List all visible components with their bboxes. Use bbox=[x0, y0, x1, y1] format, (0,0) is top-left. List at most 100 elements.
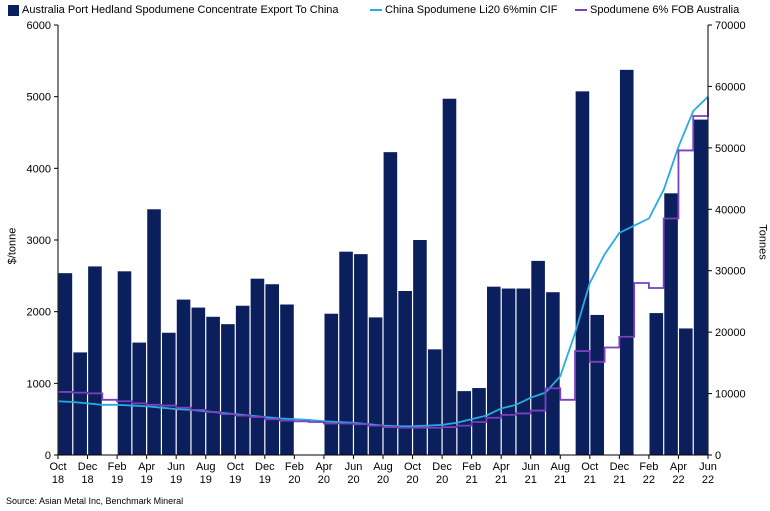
x-tick-label-month: Feb bbox=[462, 461, 481, 473]
x-tick-label-month: Dec bbox=[78, 461, 98, 473]
x-tick-label-year: 19 bbox=[170, 474, 182, 486]
legend-item-cif: China Spodumene Li20 6%min CIF bbox=[370, 4, 557, 16]
y-left-axis-title: $/tonne bbox=[6, 227, 19, 265]
bar bbox=[324, 313, 339, 455]
bar bbox=[368, 317, 383, 455]
y-right-axis-title: Tonnes bbox=[756, 224, 769, 260]
y-left-tick-label: 6000 bbox=[27, 20, 51, 32]
bar bbox=[162, 332, 176, 455]
legend-fob-swatch bbox=[575, 9, 587, 11]
x-tick-label-year: 21 bbox=[495, 474, 507, 486]
x-tick-label-month: Feb bbox=[285, 461, 304, 473]
x-tick-label-month: Jun bbox=[522, 461, 540, 473]
y-right-tick-label: 20000 bbox=[715, 327, 746, 339]
y-left-tick-label: 1000 bbox=[27, 378, 51, 390]
x-tick-label-year: 21 bbox=[466, 474, 478, 486]
x-tick-label-month: Oct bbox=[581, 461, 598, 473]
x-tick-label-year: 21 bbox=[554, 474, 566, 486]
x-tick-label-year: 20 bbox=[288, 474, 300, 486]
bar bbox=[191, 307, 206, 455]
x-tick-label-month: Dec bbox=[255, 461, 275, 473]
x-tick-label-year: 20 bbox=[347, 474, 359, 486]
x-tick-label-year: 21 bbox=[613, 474, 625, 486]
y-right-tick-label: 50000 bbox=[715, 143, 746, 155]
x-tick-label-year: 20 bbox=[377, 474, 389, 486]
y-right-tick-label: 0 bbox=[715, 450, 721, 462]
x-tick-label-month: Apr bbox=[493, 461, 510, 473]
bar bbox=[354, 254, 368, 455]
y-right-tick-label: 10000 bbox=[715, 389, 746, 401]
x-tick-label-year: 22 bbox=[702, 474, 714, 486]
x-tick-label-month: Jun bbox=[699, 461, 717, 473]
bar bbox=[88, 266, 102, 455]
x-tick-label-year: 20 bbox=[406, 474, 418, 486]
y-left-tick-label: 4000 bbox=[27, 163, 51, 175]
bar bbox=[132, 342, 147, 455]
bar bbox=[664, 193, 678, 456]
x-tick-label-year: 19 bbox=[200, 474, 212, 486]
x-tick-label-month: Dec bbox=[610, 461, 630, 473]
bar-series bbox=[58, 69, 708, 456]
bar bbox=[501, 288, 516, 455]
x-tick-label-month: Oct bbox=[404, 461, 421, 473]
bar bbox=[590, 314, 604, 455]
y-right-tick-label: 70000 bbox=[715, 20, 746, 32]
bar bbox=[442, 98, 457, 455]
legend-bar-swatch bbox=[8, 4, 19, 16]
y-left-tick-label: 3000 bbox=[27, 235, 51, 247]
bar bbox=[206, 316, 220, 455]
y-left-tick-label: 5000 bbox=[27, 92, 51, 104]
bar bbox=[575, 91, 590, 455]
x-tick-label-month: Jun bbox=[167, 461, 185, 473]
y-right-tick-label: 40000 bbox=[715, 204, 746, 216]
bar bbox=[117, 271, 132, 455]
bar bbox=[383, 152, 398, 455]
x-tick-label-month: Aug bbox=[373, 461, 393, 473]
x-tick-label-year: 18 bbox=[52, 474, 64, 486]
x-tick-label-year: 20 bbox=[436, 474, 448, 486]
bar bbox=[235, 305, 250, 455]
y-right-tick-label: 30000 bbox=[715, 266, 746, 278]
bar bbox=[427, 349, 442, 455]
bar bbox=[265, 284, 279, 455]
x-tick-label-year: 21 bbox=[525, 474, 537, 486]
x-tick-label-month: Aug bbox=[550, 461, 570, 473]
bar bbox=[487, 286, 501, 455]
bar bbox=[457, 391, 472, 455]
bar bbox=[693, 119, 708, 455]
x-tick-label-month: Oct bbox=[227, 461, 244, 473]
x-tick-label-month: Feb bbox=[639, 461, 658, 473]
bar bbox=[58, 273, 73, 455]
legend-label-exports: Australia Port Hedland Spodumene Concent… bbox=[22, 4, 339, 16]
x-tick-label-year: 22 bbox=[643, 474, 655, 486]
bar bbox=[221, 324, 235, 455]
bar bbox=[73, 352, 87, 455]
bar bbox=[619, 69, 634, 455]
fob-price-line bbox=[58, 97, 709, 429]
bar bbox=[398, 290, 412, 455]
bar bbox=[679, 328, 693, 455]
bar bbox=[413, 240, 427, 455]
bar bbox=[280, 304, 294, 455]
bar bbox=[546, 292, 560, 455]
x-tick-label-year: 19 bbox=[141, 474, 153, 486]
x-tick-label-year: 19 bbox=[111, 474, 123, 486]
y-left-tick-label: 2000 bbox=[27, 307, 51, 319]
x-tick-label-year: 21 bbox=[584, 474, 596, 486]
y-left-tick-label: 0 bbox=[45, 450, 51, 462]
legend-label-cif: China Spodumene Li20 6%min CIF bbox=[385, 4, 558, 16]
bar bbox=[176, 299, 191, 455]
x-tick-label-year: 19 bbox=[259, 474, 271, 486]
source-note: Source: Asian Metal Inc, Benchmark Miner… bbox=[6, 496, 184, 506]
x-tick-label-month: Apr bbox=[315, 461, 332, 473]
x-tick-label-year: 19 bbox=[229, 474, 241, 486]
x-tick-label-month: Apr bbox=[670, 461, 687, 473]
bar bbox=[531, 260, 545, 455]
x-tick-label-year: 20 bbox=[318, 474, 330, 486]
x-tick-label-month: Dec bbox=[432, 461, 452, 473]
bar bbox=[147, 209, 161, 455]
bar bbox=[339, 251, 353, 455]
x-tick-label-month: Apr bbox=[138, 461, 155, 473]
bar bbox=[649, 313, 664, 455]
